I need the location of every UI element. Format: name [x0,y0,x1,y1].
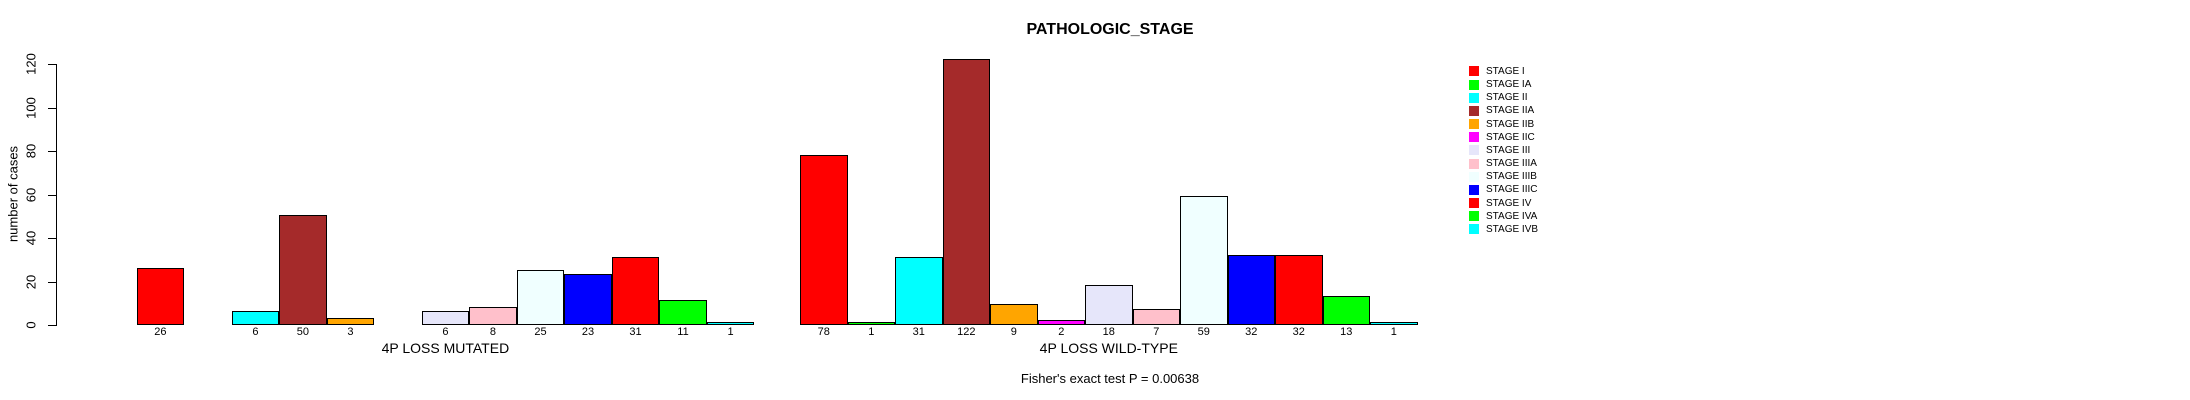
legend-swatch [1469,145,1479,156]
bar [1227,254,1275,325]
y-tick-label: 60 [23,187,39,202]
bar-value-label: 6 [442,326,449,338]
bar-value-label: 1 [1390,326,1397,338]
fisher-test-annotation: Fisher's exact test P = 0.00638 [1020,371,1200,386]
bar [1037,319,1085,325]
bar [1370,321,1418,325]
y-tick-label: 0 [23,321,39,329]
bar-value-label: 7 [1153,326,1160,338]
legend-swatch [1469,66,1479,77]
legend-item-label: STAGE IVB [1486,223,1539,235]
bar-value-label: 8 [489,326,496,338]
legend-item-label: STAGE IIIB [1486,171,1537,183]
bar [706,321,755,325]
legend-swatch [1469,158,1479,169]
bar-value-label: 11 [677,326,689,338]
bar-value-label: 32 [1292,326,1305,338]
y-tick-label: 40 [23,230,39,246]
legend-swatch [1469,132,1479,143]
legend-swatch [1469,105,1479,116]
bar-value-label: 23 [581,326,595,338]
bar [1322,295,1370,325]
legend-swatch [1469,171,1479,182]
bar-value-label: 31 [629,326,642,338]
legend-item-label: STAGE IIB [1486,118,1535,130]
y-tick [48,281,56,283]
y-axis-title: number of cases [5,145,21,243]
legend-item-label: STAGE IIA [1486,105,1535,117]
bar-value-label: 32 [1245,326,1258,338]
bar [231,311,280,325]
bar [611,256,660,325]
bar [1180,195,1228,325]
bar [136,267,185,325]
bar [659,300,707,325]
bar-value-label: 122 [957,326,976,338]
bar-value-label: 13 [1340,326,1353,338]
legend-swatch [1469,211,1479,222]
y-tick-label: 80 [23,143,39,159]
bar-value-label: 25 [534,326,547,338]
legend-item-label: STAGE IIIA [1486,158,1537,169]
legend-item-label: STAGE I [1486,65,1525,77]
legend-swatch [1469,224,1479,235]
bar-value-label: 78 [817,326,830,338]
bar [990,304,1038,325]
bar-value-label: 6 [252,326,259,338]
bar [1085,284,1133,325]
bar [942,59,990,325]
legend-swatch [1469,92,1479,103]
x-axis-group-label: 4P LOSS WILD-TYPE [1039,340,1178,356]
bar-value-label: 31 [912,326,925,338]
y-tick [48,107,56,109]
y-tick-label: 100 [23,96,39,119]
bar-value-label: 18 [1102,326,1115,338]
bar [564,274,612,325]
bar [279,215,327,325]
legend-item-label: STAGE IIC [1486,131,1535,143]
legend-item-label: STAGE IVA [1486,210,1538,222]
y-axis-spine [56,64,57,326]
y-tick [48,238,56,240]
y-tick-label: 120 [23,53,39,76]
bar [326,317,375,325]
bar [516,269,565,325]
bar-value-label: 59 [1197,326,1210,338]
y-tick [48,64,56,66]
bar [847,321,895,325]
legend-swatch [1469,184,1479,195]
chart-title: PATHOLOGIC_STAGE [1026,21,1194,38]
legend-swatch [1469,119,1479,129]
y-tick [48,151,56,153]
legend-item-label: STAGE IIIC [1486,184,1538,196]
bar-value-label: 1 [868,326,875,338]
bar-value-label: 2 [1058,326,1065,338]
bar [895,256,943,325]
legend-swatch [1469,79,1479,90]
bar [800,154,848,325]
y-tick [48,194,56,196]
legend-item-label: STAGE II [1486,92,1528,104]
bar-value-label: 1 [727,326,734,338]
legend-swatch [1469,198,1479,208]
legend-item-label: STAGE III [1486,144,1531,156]
y-tick [48,325,56,326]
bar [469,306,517,325]
bar [421,311,470,325]
bar-value-label: 26 [154,326,167,338]
bar [1132,308,1180,325]
bar [1275,254,1323,325]
y-tick-label: 20 [23,274,39,289]
bar-value-label: 50 [296,326,310,338]
legend-item-label: STAGE IV [1486,197,1532,209]
legend-item-label: STAGE IA [1486,79,1532,90]
bar-value-label: 3 [347,326,354,338]
x-axis-group-label: 4P LOSS MUTATED [381,340,510,356]
bar-value-label: 9 [1010,326,1017,338]
